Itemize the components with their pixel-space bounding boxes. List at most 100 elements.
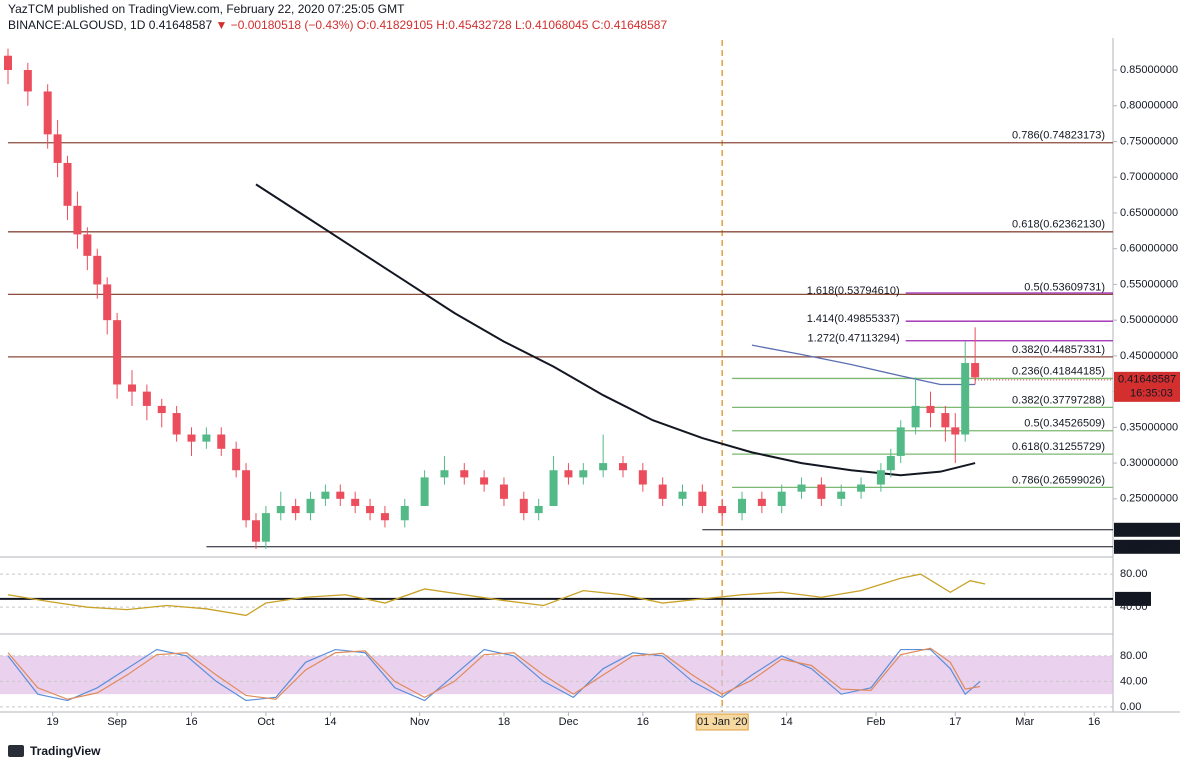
candle-body: [83, 234, 92, 256]
y-tick-label: 40.00: [1120, 675, 1148, 687]
candle-body: [480, 477, 489, 485]
candle-body: [261, 513, 270, 542]
last-price-label: 0.41648587: [1118, 374, 1176, 386]
candle-body: [23, 70, 32, 92]
author-line: YazTCM published on TradingView.com, Feb…: [8, 2, 405, 16]
fib-label: 0.786(0.26599026): [1012, 474, 1105, 486]
candle-body: [886, 455, 895, 471]
candle-body: [232, 448, 241, 471]
candle-body: [276, 505, 285, 514]
event-label-box: [695, 713, 749, 731]
price-tag: [1114, 539, 1180, 554]
fib-label: 0.618(0.31255729): [1012, 441, 1105, 453]
candle-body: [698, 491, 707, 506]
candle-body: [142, 391, 151, 406]
candle-body: [103, 284, 112, 321]
candle-body: [400, 505, 409, 521]
candle-body: [113, 320, 122, 385]
candle-body: [534, 505, 543, 514]
candle-body: [549, 470, 558, 506]
event-label: 01 Jan '20: [697, 716, 747, 728]
fib-label: 1.272(0.47113294): [808, 333, 900, 345]
ohlc-value: O:0.41829105: [357, 18, 433, 32]
candle-body: [43, 91, 52, 135]
x-tick-label: Sep: [107, 716, 127, 728]
x-tick-label: Nov: [410, 716, 430, 728]
candle-body: [876, 470, 885, 485]
x-tick-label: Dec: [559, 716, 579, 728]
symbol: BINANCE:ALGOUSD, 1D: [8, 18, 146, 32]
x-tick-label: 18: [498, 716, 510, 728]
candle-body: [336, 491, 345, 499]
ohlc-value: H:0.45432728: [436, 18, 512, 32]
candle-body: [896, 427, 905, 456]
candle-body: [971, 363, 980, 378]
candle-body: [187, 434, 196, 442]
candle-body: [242, 470, 251, 521]
candle-body: [440, 470, 449, 478]
countdown: 16:35:03: [1130, 388, 1173, 400]
fib-label: 1.414(0.49855337): [807, 313, 900, 325]
candle-body: [251, 520, 260, 542]
symbol-info: BINANCE:ALGOUSD, 1D 0.41648587 ▼ −0.0018…: [8, 18, 667, 32]
x-tick-label: 19: [47, 716, 59, 728]
y-tick-label: 0.50000000: [1120, 314, 1178, 326]
price-tag: [1114, 522, 1180, 537]
candle-body: [73, 205, 82, 235]
y-tick-label: 0.55000000: [1120, 278, 1178, 290]
candle-body: [157, 405, 166, 414]
candle-body: [291, 505, 300, 514]
x-tick-label: 16: [1088, 716, 1100, 728]
candle-body: [951, 427, 960, 435]
candle-body: [366, 505, 375, 514]
fib-label: 0.382(0.44857331): [1012, 344, 1105, 356]
candle-body: [618, 463, 627, 471]
x-tick-label: 17: [949, 716, 961, 728]
candle-body: [738, 498, 747, 514]
ohlc-value: C:0.41648587: [592, 18, 668, 32]
x-tick-label: Oct: [257, 716, 274, 728]
candle-body: [757, 498, 766, 506]
change: ▼ −0.00180518 (−0.43%): [215, 18, 353, 32]
last-price: 0.41648587: [149, 18, 213, 32]
moving-average: [255, 183, 976, 477]
candle-body: [93, 255, 102, 285]
y-tick-label: 0.35000000: [1120, 421, 1178, 433]
candle-body: [127, 384, 136, 392]
candle-body: [63, 162, 72, 206]
candle-body: [777, 491, 786, 506]
candle-body: [599, 463, 608, 471]
candle-body: [926, 405, 935, 414]
candle-body: [678, 491, 687, 499]
y-tick-label: 0.00: [1120, 701, 1141, 713]
price-tag-label: 0.20667273: [1118, 524, 1176, 536]
y-tick-label: 0.75000000: [1120, 135, 1178, 147]
candle-body: [351, 498, 360, 506]
y-tick-label: 80.00: [1120, 650, 1148, 662]
candle-body: [579, 470, 588, 478]
y-tick-label: 0.80000000: [1120, 100, 1178, 112]
y-tick-label: 0.60000000: [1120, 243, 1178, 255]
moving-average: [751, 344, 976, 386]
level-label: 50.00: [1119, 593, 1147, 605]
candle-body: [202, 434, 211, 442]
x-tick-label: Feb: [866, 716, 885, 728]
candle-body: [941, 413, 950, 428]
candle-body: [321, 491, 330, 499]
y-tick-label: 0.65000000: [1120, 207, 1178, 219]
y-tick-label: 0.30000000: [1120, 457, 1178, 469]
candle-body: [499, 484, 508, 499]
fib-label: 0.786(0.74823173): [1012, 130, 1105, 142]
candle-body: [420, 477, 429, 506]
candle-body: [817, 484, 826, 499]
x-tick-label: 16: [637, 716, 649, 728]
candle-body: [380, 513, 389, 521]
price-tag-label: 0.18287391: [1118, 541, 1176, 553]
x-tick-label: 16: [185, 716, 197, 728]
candle-body: [564, 470, 573, 478]
candle-body: [718, 505, 727, 514]
level-tag: [1115, 591, 1151, 606]
logo: [8, 745, 24, 757]
